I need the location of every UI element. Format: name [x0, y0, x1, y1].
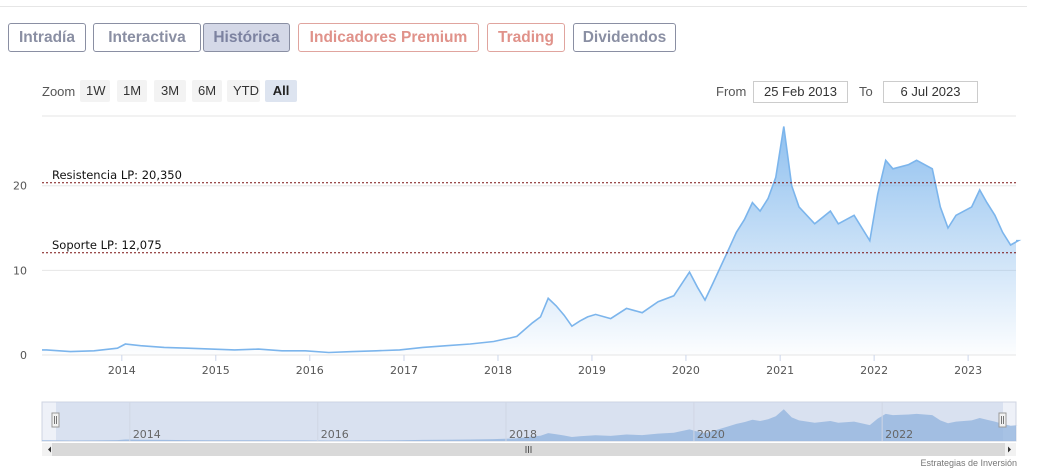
navigator-tick-label: 2016 [321, 428, 349, 441]
scrollbar[interactable] [42, 443, 1016, 456]
zoom-1w-button[interactable]: 1W [80, 80, 110, 102]
scrollbar-grip-icon [525, 446, 532, 453]
navigator-series-fill [42, 409, 1019, 441]
support-label: Soporte LP: 12,075 [52, 238, 162, 252]
to-date-input[interactable]: 6 Jul 2023 [883, 81, 978, 103]
top-divider [0, 6, 1027, 7]
x-tick-label: 2017 [390, 364, 418, 377]
from-date-input[interactable]: 25 Feb 2013 [753, 81, 848, 103]
y-axis: 0 10 20 [13, 180, 27, 362]
x-tick-label: 2018 [484, 364, 512, 377]
tab-historica[interactable]: Histórica [203, 23, 290, 52]
level-lines: Resistencia LP: 20,350 Soporte LP: 12,075 [42, 168, 1016, 254]
from-label: From [716, 84, 747, 99]
price-area-fill [42, 126, 1019, 355]
x-tick-label: 2014 [108, 364, 136, 377]
chart-credit: Estrategias de Inversión [920, 458, 1017, 468]
zoom-ytd-button[interactable]: YTD [227, 80, 260, 102]
navigator[interactable]: 2014 2016 2018 2020 2022 [41, 401, 1019, 442]
tab-intradia[interactable]: Intradía [8, 23, 86, 52]
tab-interactiva[interactable]: Interactiva [93, 23, 201, 52]
x-tick-label: 2019 [578, 364, 606, 377]
scroll-right-arrow-icon[interactable] [1008, 446, 1011, 453]
navigator-handle-left[interactable] [51, 412, 60, 428]
y-tick-label: 0 [20, 349, 27, 362]
x-tick-label: 2015 [202, 364, 230, 377]
x-tick-label: 2020 [672, 364, 700, 377]
navigator-tick-label: 2014 [133, 428, 161, 441]
x-tick-label: 2016 [296, 364, 324, 377]
resistance-label: Resistencia LP: 20,350 [52, 168, 182, 182]
zoom-3m-button[interactable]: 3M [154, 80, 186, 102]
x-tick-label: 2022 [860, 364, 888, 377]
scroll-left-arrow-icon[interactable] [48, 446, 51, 453]
navigator-tick-label: 2022 [885, 428, 913, 441]
zoom-1m-button[interactable]: 1M [117, 80, 147, 102]
x-tick-label: 2021 [766, 364, 794, 377]
navigator-x-axis: 2014 2016 2018 2020 2022 [129, 402, 913, 441]
x-tick-label: 2023 [954, 364, 982, 377]
zoom-label: Zoom [42, 84, 76, 99]
to-label: To [859, 84, 873, 99]
navigator-tick-label: 2020 [697, 428, 725, 441]
navigator-tick-label: 2018 [509, 428, 537, 441]
y-tick-label: 10 [13, 264, 27, 277]
y-tick-label: 20 [13, 180, 27, 193]
navigator-handle-right[interactable] [998, 412, 1007, 428]
tab-trading[interactable]: Trading [487, 23, 565, 52]
zoom-6m-button[interactable]: 6M [192, 80, 222, 102]
x-axis: 2014 2015 2016 2017 2018 2019 2020 2021 2022 2023 [108, 355, 982, 377]
tab-dividendos[interactable]: Dividendos [573, 23, 676, 52]
zoom-all-button[interactable]: All [265, 80, 297, 102]
tab-indicadores-premium[interactable]: Indicadores Premium [298, 23, 479, 52]
price-series-line [42, 126, 1022, 354]
